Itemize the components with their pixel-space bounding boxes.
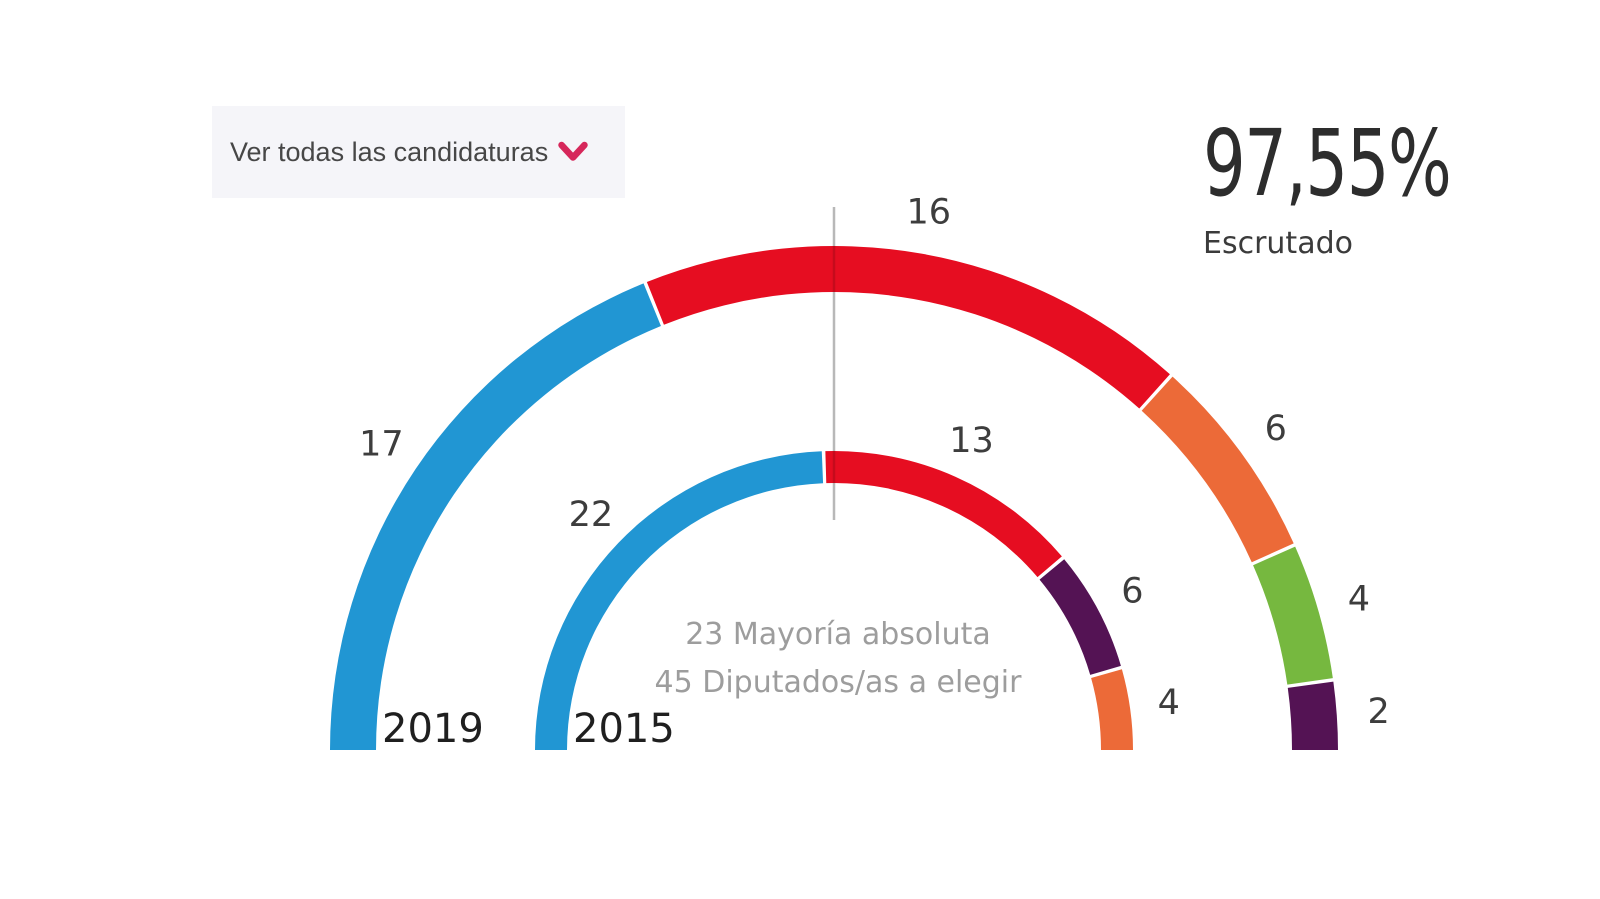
year-label-2015: 2015	[573, 706, 675, 752]
seat-segment-2019-0	[330, 283, 661, 750]
scrutiny-percent: 97,55%	[1203, 110, 1452, 217]
majority-note: 23 Mayoría absoluta 45 Diputados/as a el…	[655, 611, 1022, 707]
view-all-candidacies-button[interactable]: Ver todas las candidaturas	[212, 106, 625, 198]
seat-segment-2019-3	[1253, 546, 1333, 685]
seat-count-label: 16	[907, 192, 952, 232]
chevron-down-icon	[558, 141, 588, 161]
year-label-2019: 2019	[382, 706, 484, 752]
seat-count-label: 6	[1121, 571, 1143, 611]
seat-count-label: 4	[1158, 683, 1180, 723]
view-all-candidacies-label: Ver todas las candidaturas	[230, 136, 549, 167]
seat-count-label: 13	[949, 421, 994, 461]
seat-segment-2015-0	[535, 451, 824, 750]
majority-note-line2: 45 Diputados/as a elegir	[654, 665, 1022, 700]
seat-segment-2015-1	[825, 450, 1062, 578]
seat-count-label: 2	[1368, 692, 1390, 732]
seat-count-label: 22	[569, 495, 614, 535]
seat-segment-2015-2	[1039, 559, 1121, 675]
scrutiny-label: Escrutado	[1203, 226, 1353, 261]
seat-segment-2019-4	[1287, 681, 1338, 750]
seat-segment-2019-2	[1141, 376, 1294, 563]
seat-count-label: 4	[1348, 580, 1370, 620]
seat-segment-2015-3	[1091, 669, 1134, 750]
seat-count-label: 6	[1265, 409, 1287, 449]
majority-note-line1: 23 Mayoría absoluta	[685, 617, 991, 652]
seat-segment-2019-1	[646, 245, 1170, 409]
seat-count-label: 17	[359, 425, 404, 465]
scrutiny-block: 97,55% Escrutado	[1203, 110, 1542, 262]
